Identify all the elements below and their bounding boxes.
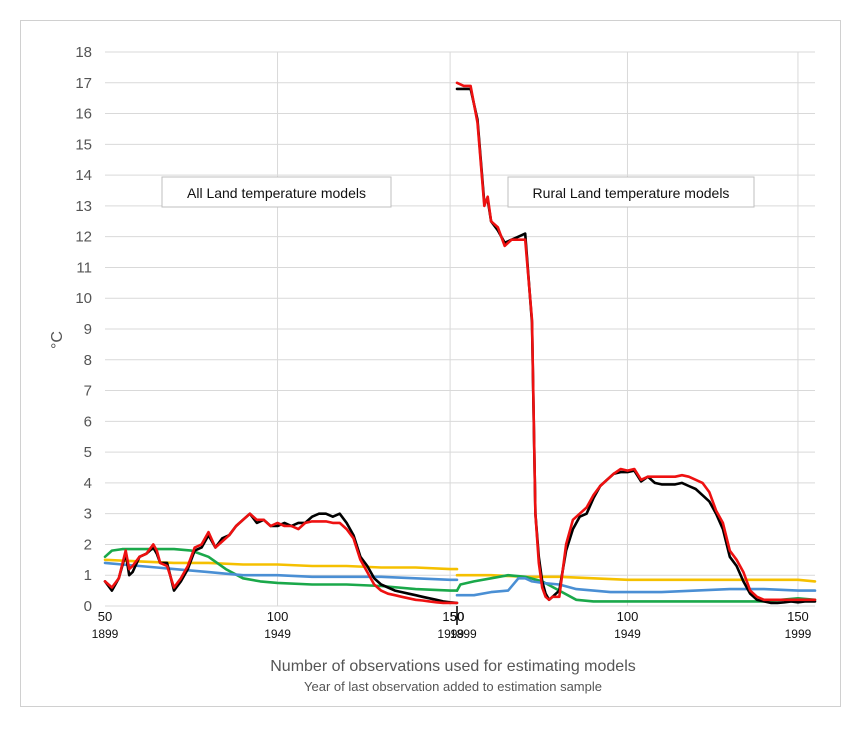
y-tick-label: 16 [75,106,92,123]
y-tick-label: 15 [75,136,92,153]
series-blue-line [455,576,817,597]
y-tick-label: 8 [84,352,92,369]
x-tick-year: 1999 [437,627,464,641]
panel-title: Rural Land temperature models [533,185,730,201]
series-red-line [103,512,459,605]
y-tick-label: 2 [84,536,92,553]
panel-titles: All Land temperature models Rural Land te… [161,176,755,208]
y-tick-label: 1 [84,567,92,584]
y-axis-label: °C [49,331,66,349]
y-tick-label: 6 [84,413,92,430]
panel-title-box [161,176,392,208]
panel-title: All Land temperature models [187,185,366,201]
y-tick-label: 17 [75,75,92,92]
series-red-line [455,81,817,602]
y-tick-label: 3 [84,506,92,523]
y-tick-label: 12 [75,229,92,246]
y-tick-label: 10 [75,290,92,307]
x-tick-label: 150 [787,609,809,624]
y-tick-label: 9 [84,321,92,338]
y-tick-label: 7 [84,383,92,400]
series-blue-line [103,561,459,582]
x-tick-label: 50 [450,609,464,624]
chart-frame [20,20,841,707]
x-tick-year: 1949 [264,627,291,641]
x-tick-label: 100 [267,609,289,624]
y-tick-label: 11 [76,259,92,276]
x-tick-label: 100 [617,609,639,624]
x-axis-sublabel: Year of last observation added to estima… [304,679,602,694]
x-tick-year: 1899 [450,627,477,641]
x-tick-label: 150 [442,609,464,624]
y-tick-label: 18 [75,44,92,61]
y-tick-label: 4 [84,475,92,492]
x-tick-label: 50 [98,609,112,624]
x-tick-year: 1899 [92,627,119,641]
series-lines [103,81,817,605]
y-tick-label: 0 [84,598,92,615]
x-tick-year: 1949 [614,627,641,641]
y-tick-label: 13 [75,198,92,215]
y-tick-label: 5 [84,444,92,461]
panel-title-box [507,176,755,208]
y-tick-label: 14 [75,167,92,184]
x-axis-label: Number of observations used for estimati… [270,658,636,675]
x-axis-ticks: 50 1899 100 1949 150 1999 50 1899 100 1949 150 1999 [92,606,812,641]
x-tick-year: 1999 [785,627,812,641]
